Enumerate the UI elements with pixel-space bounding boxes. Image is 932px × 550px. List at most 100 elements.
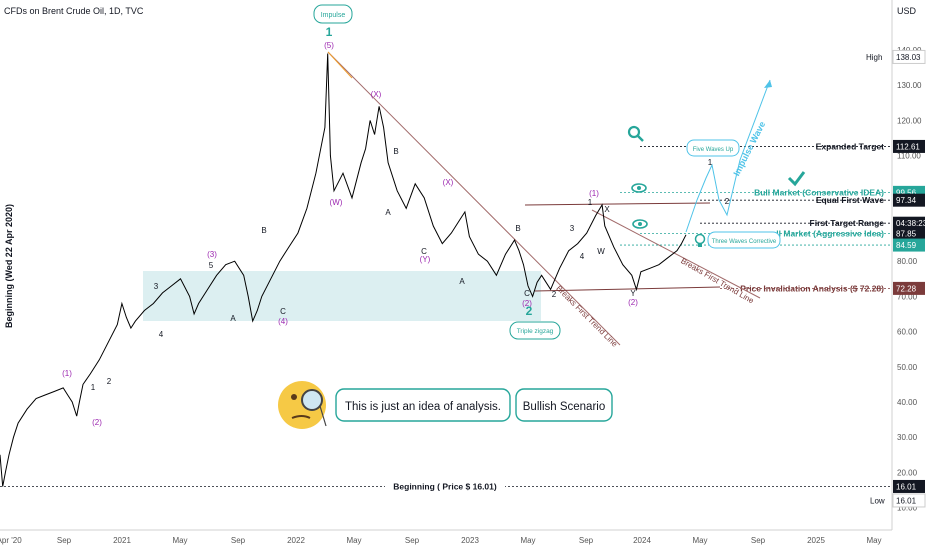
eye-icon-2 [632,219,648,229]
wave-label: 1 [588,198,593,207]
wave-label: 1 [326,25,333,39]
channel-top-line [524,202,711,206]
wave-label: (W) [330,198,343,207]
time-tick-label: 2022 [287,536,305,545]
five-waves-text: Five Waves Up [693,147,734,153]
wave-label: A [459,277,465,286]
wave-label: 3 [570,224,575,233]
high-badge-text: 138.03 [896,53,921,62]
time-tick-label: Sep [751,536,766,545]
wave-label: C [421,247,427,256]
projection-arrow-icon [764,80,772,88]
wave-label: 2 [107,377,112,386]
wave-label: (4) [278,317,288,326]
wave-label: 5 [209,261,214,270]
time-axis[interactable] [0,530,932,550]
key-level-lines: Expanded Target Bull Market (Conservative… [0,141,892,493]
price-tick-label: 60.00 [897,328,918,337]
wave-label: 3 [154,282,159,291]
wave-label: (2) [522,299,532,308]
support-zone [143,271,541,321]
symbol-title: CFDs on Brent Crude Oil, 1D, TVC [4,6,144,16]
price-tick-label: 130.00 [897,81,922,90]
key-level-label: Equal First Wave [816,195,884,205]
time-axis-ticks: 2 Apr '20 Sep 2021 May Sep 2022 May Sep 2023 May S… [0,536,882,545]
price-badge [893,281,925,295]
wave-label: Y [630,289,636,298]
wave-label: B [261,226,266,235]
high-badge [892,49,926,64]
currency-label[interactable]: USD [897,6,917,16]
wave-labels: 1(5)(X)(W)BAC(Y)(X)ABC(2)2(1)1234WXY(2)(… [62,25,730,427]
downtrend-line [327,51,621,346]
wave-label: B [515,224,520,233]
monocle-face-icon [278,381,327,429]
peak-marker-line [327,51,353,79]
wave-label: (Y) [420,255,431,264]
key-level-label: ll Market (Aggressive Idea) [776,229,884,239]
price-badge [893,479,925,493]
wave-label: C [280,307,286,316]
key-level-label: Beginning ( Price $ 16.01) [393,481,497,491]
scenario-text: Bullish Scenario [523,401,605,413]
time-tick-label: 2021 [113,536,131,545]
wave-label: 1 [91,383,96,392]
price-badge-text: 97.34 [896,196,917,205]
price-series-line [0,53,687,487]
time-tick-label: Sep [405,536,420,545]
time-tick-label: 2025 [807,536,825,545]
eye-icon [631,183,647,193]
wave-label: 2 [526,304,533,318]
key-level-label: Expanded Target [816,141,884,151]
price-tick-label: 20.00 [897,468,918,477]
wave-label: W [597,247,605,256]
projection-path [685,79,771,233]
time-tick-label: May [520,536,535,545]
channel-bottom-line [534,286,721,292]
key-level-label: Bull Market (Conservative IDEA) [754,187,884,197]
low-badge [892,493,926,508]
wave-label: (1) [589,189,599,198]
price-badge-text: 16.01 [896,482,917,491]
checkmark-icon [787,171,806,187]
time-tick-label: May [346,536,361,545]
second-trend-line [591,209,761,299]
wave-label: A [385,208,391,217]
key-level-label-bg [385,479,505,493]
time-tick-label: May [692,536,707,545]
price-badge-text: 72.28 [896,284,917,293]
time-tick-label: Sep [231,536,246,545]
y-axis-title: Beginning (Wed 22 Apr 2020) [4,204,14,328]
price-badge [893,193,925,207]
idea-note-text: This is just an idea of analysis. [345,401,501,413]
key-level-label: First Target Range [810,218,885,228]
triple-zigzag-bubble [509,321,561,340]
price-axis[interactable] [892,0,932,530]
wave-label: (2) [92,418,102,427]
idea-note-bubble [335,388,511,422]
price-badge-text: 04:38:23 [896,219,928,228]
price-badge [893,139,925,153]
price-badge-text: 84.59 [896,241,917,250]
wave-label: X [604,205,610,214]
key-level-label: Price Invalidation Analysis ($ 72.28) [740,283,884,293]
triple-zigzag-text: Triple zigzag [517,328,554,335]
wave-label: (3) [207,250,217,259]
price-badge-text: 87.85 [896,230,917,239]
low-label: Low [870,496,885,505]
wave-label: C [524,289,530,298]
price-tick-label: 80.00 [897,257,918,266]
wave-label: 1 [708,158,713,167]
plot-area[interactable] [0,0,892,530]
time-tick-label: 2024 [633,536,651,545]
price-tick-label: 10.00 [897,504,918,513]
price-tick-label: 40.00 [897,398,918,407]
wave-label: B [393,147,398,156]
time-tick-label: Sep [57,536,72,545]
high-label: High [866,53,882,62]
time-tick-label: Sep [579,536,594,545]
price-badge-text: 99.56 [896,188,917,197]
lightbulb-icon [694,233,706,247]
